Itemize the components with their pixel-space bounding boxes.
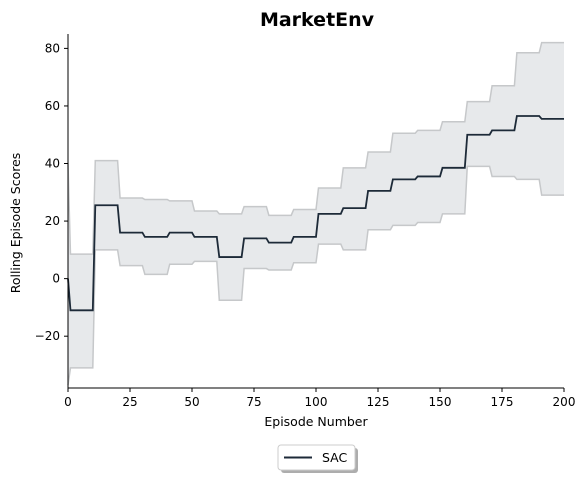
x-tick-label: 100	[305, 395, 328, 409]
legend-box	[277, 444, 356, 471]
series-line-sac	[67, 115, 564, 312]
y-tick-label: 60	[45, 99, 60, 113]
x-tick-label: 175	[491, 395, 514, 409]
x-tick-label: 75	[246, 395, 261, 409]
axes: 0 25 50 75 100 125 150 175 200 −20 0 20 40 60 80	[35, 34, 575, 409]
band-lower-edge	[67, 165, 564, 386]
legend-label-sac: SAC	[322, 450, 347, 465]
legend: SAC	[277, 444, 358, 473]
y-tick-label: −20	[35, 329, 60, 343]
y-tick-label: 80	[45, 41, 60, 55]
plot-area	[67, 41, 564, 386]
x-tick-label: 0	[64, 395, 72, 409]
chart-title: MarketEnv	[260, 9, 375, 31]
y-tick-label: 40	[45, 157, 60, 171]
x-tick-label: 25	[122, 395, 137, 409]
x-tick-label: 50	[184, 395, 199, 409]
band-upper-edge	[67, 41, 564, 255]
confidence-band	[68, 42, 564, 386]
y-tick-label: 20	[45, 214, 60, 228]
x-tick-label: 150	[429, 395, 452, 409]
y-axis-ticks: −20 0 20 40 60 80	[35, 41, 68, 343]
x-tick-label: 125	[367, 395, 390, 409]
x-tick-label: 200	[553, 395, 576, 409]
y-tick-label: 0	[52, 272, 60, 286]
y-axis-label: Rolling Episode Scores	[8, 153, 23, 294]
x-axis-ticks: 0 25 50 75 100 125 150 175 200	[64, 388, 575, 409]
x-axis-label: Episode Number	[264, 414, 368, 429]
